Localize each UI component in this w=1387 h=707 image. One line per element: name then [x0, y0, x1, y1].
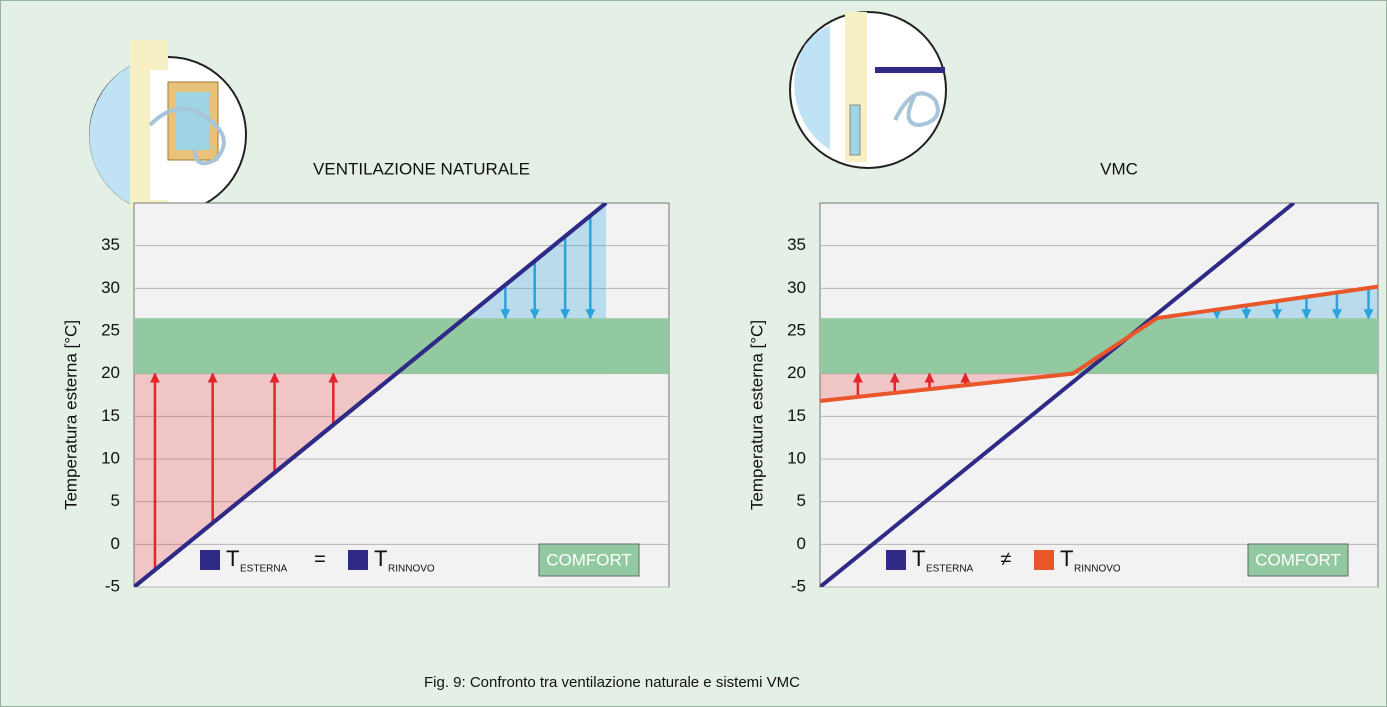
legend-operator: = [314, 548, 326, 570]
comfort-legend-label: COMFORT [546, 550, 632, 569]
figure: Fig. 9: Confronto tra ventilazione natur… [0, 0, 1387, 707]
y-tick-label: 25 [101, 320, 120, 339]
legend-subscript: ESTERNA [240, 564, 288, 575]
legend-operator: ≠ [1001, 548, 1012, 570]
y-tick-label: 35 [787, 235, 806, 254]
y-tick-label: 5 [111, 491, 120, 510]
chart-title: VENTILAZIONE NATURALE [313, 159, 530, 178]
legend-label: T [1060, 546, 1073, 571]
comfort-legend-label: COMFORT [1255, 550, 1341, 569]
y-tick-label: 15 [101, 406, 120, 425]
y-tick-label: 0 [797, 534, 806, 553]
comfort-band [134, 318, 669, 373]
legend-subscript: RINNOVO [388, 564, 435, 575]
illustration-vmc [790, 12, 946, 168]
y-tick-label: 5 [797, 491, 806, 510]
caption: Fig. 9: Confronto tra ventilazione natur… [424, 674, 800, 691]
y-tick-label: 35 [101, 235, 120, 254]
legend-swatch [348, 550, 368, 570]
legend-subscript: ESTERNA [926, 564, 974, 575]
chart-title: VMC [1100, 159, 1138, 178]
y-tick-label: 25 [787, 320, 806, 339]
y-tick-label: 30 [101, 278, 120, 297]
legend-swatch [1034, 550, 1054, 570]
y-tick-label: 20 [101, 363, 120, 382]
legend-label: T [374, 546, 387, 571]
legend-subscript: RINNOVO [1074, 564, 1121, 575]
y-axis-label: Temperatura esterna [°C] [747, 320, 766, 510]
legend-label: T [226, 546, 239, 571]
y-tick-label: 30 [787, 278, 806, 297]
y-tick-label: 10 [787, 448, 806, 467]
y-axis-label: Temperatura esterna [°C] [61, 320, 80, 510]
y-tick-label: 0 [111, 534, 120, 553]
plot-area [820, 203, 1378, 587]
legend-swatch [200, 550, 220, 570]
y-tick-label: 20 [787, 363, 806, 382]
legend-label: T [912, 546, 925, 571]
y-tick-label: 10 [101, 448, 120, 467]
comfort-band [820, 318, 1378, 373]
y-tick-label: 15 [787, 406, 806, 425]
y-tick-label: -5 [105, 576, 120, 595]
legend-swatch [886, 550, 906, 570]
y-tick-label: -5 [791, 576, 806, 595]
